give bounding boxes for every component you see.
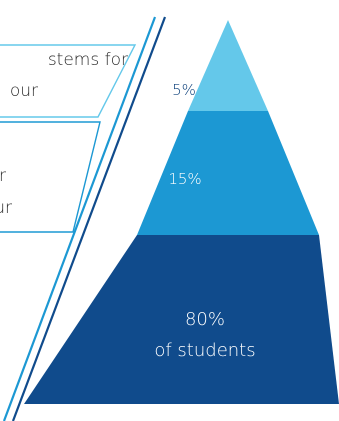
- tier-label-top: 5%: [172, 81, 196, 99]
- tier-label-middle: 15%: [168, 170, 201, 188]
- callout-top-line1: stems for: [48, 50, 128, 70]
- tier-label-bottom-caption: of students: [154, 340, 255, 361]
- divider-line-inner: [2, 16, 157, 421]
- pyramid-tier-middle: [137, 111, 319, 235]
- divider-line-outer: [11, 16, 167, 421]
- callout-middle-line2: ur: [0, 198, 12, 218]
- callout-line-middle: [0, 121, 101, 233]
- callout-top-line2: our: [10, 81, 38, 101]
- pyramid-tier-top: [188, 20, 268, 111]
- callout-line-top: [0, 44, 137, 118]
- callout-middle-line1: r: [0, 166, 6, 186]
- tier-label-bottom-value: 80%: [185, 309, 225, 330]
- pyramid-tier-bottom: [24, 235, 339, 404]
